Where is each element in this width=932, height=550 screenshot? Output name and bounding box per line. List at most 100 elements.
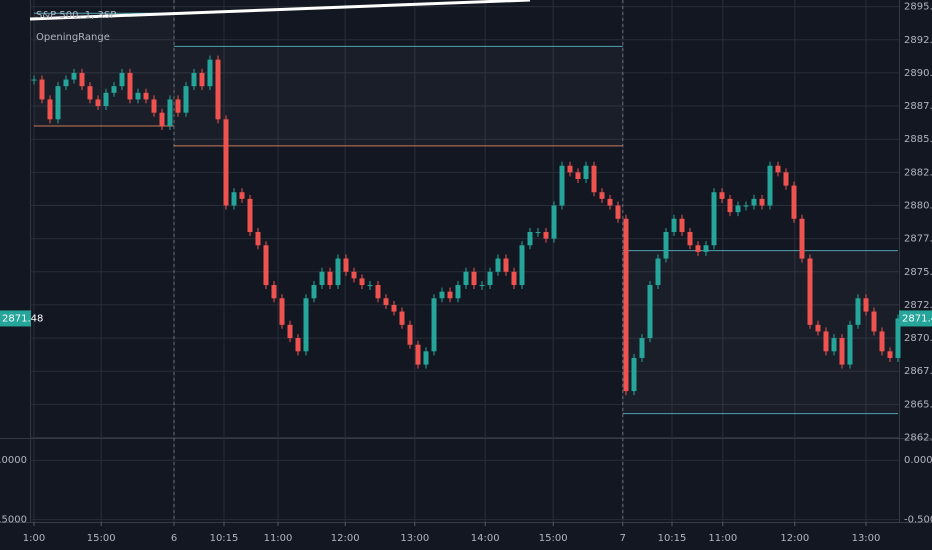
range-box [174, 46, 623, 145]
candle-body [215, 59, 221, 120]
candle-body [151, 99, 157, 113]
candle-body [783, 172, 789, 186]
candle-body [543, 232, 549, 239]
candle-body [839, 338, 845, 365]
candle-body [663, 232, 669, 259]
y-tick-label: 2877.50 [904, 234, 932, 245]
y-tick-label: 2890.00 [904, 68, 932, 79]
candle-body [399, 311, 405, 325]
y-tick-label: 2892.50 [904, 35, 932, 46]
y-tick-label: 2862.50 [904, 433, 932, 444]
x-tick-label: 14:00 [471, 533, 500, 544]
candle-body [175, 99, 181, 113]
candle-body [743, 205, 749, 207]
x-tick-label: 6 [171, 533, 177, 544]
candle-body [719, 192, 725, 199]
candle-body [503, 258, 509, 272]
candle-body [71, 72, 77, 80]
candle-body [551, 205, 557, 239]
symbol-label: S&P 500, 1, 3SP [36, 10, 116, 21]
candle-body [495, 258, 501, 272]
candle-body [247, 198, 253, 233]
x-tick-label: 13:00 [400, 533, 429, 544]
candle-body [519, 245, 525, 286]
candle-body [271, 285, 277, 299]
x-tick-label: 15:00 [539, 533, 568, 544]
candle-body [735, 205, 741, 213]
candle-body [639, 338, 645, 358]
x-tick-label: 1:00 [23, 533, 45, 544]
candle-body [87, 86, 93, 100]
candle-body [631, 357, 637, 392]
y-tick-label: 2880.00 [904, 200, 932, 211]
candle-body [375, 285, 381, 299]
candle-body [759, 198, 765, 206]
candle-body [647, 285, 653, 339]
drawing-line [29, 0, 531, 21]
candle-body [423, 351, 429, 365]
x-tick-label: 13:00 [852, 533, 881, 544]
candle-body [431, 298, 437, 352]
candle-body [231, 192, 237, 206]
x-tick-label: 15:00 [87, 533, 116, 544]
candle-body [303, 298, 309, 352]
candle-body [127, 72, 133, 100]
candle-body [391, 304, 397, 312]
candle-body [31, 79, 37, 81]
candle-body [135, 92, 141, 100]
candle-body [807, 258, 813, 325]
candle-body [167, 99, 173, 126]
candle-body [575, 172, 581, 179]
y-tick-label: 2875.00 [904, 267, 932, 278]
candle-body [295, 338, 301, 352]
candle-body [191, 72, 197, 87]
candle-body [559, 165, 565, 206]
y-tick-label: 2870.00 [904, 333, 932, 344]
candle-body [711, 192, 717, 246]
candle-body [95, 99, 101, 107]
candle-body [287, 324, 293, 339]
y2-tick-label: 0.0000 [904, 455, 932, 466]
y-tick-label: 2872.50 [904, 300, 932, 311]
candle-body [863, 298, 869, 312]
candle-body [143, 92, 149, 100]
candle-body [727, 198, 733, 213]
candle-body [343, 258, 349, 272]
candle-body [335, 258, 341, 286]
x-tick-label: 10:15 [210, 533, 239, 544]
plot [31, 0, 901, 522]
y-tick-label: 2895.00 [904, 2, 932, 13]
candle-body [599, 192, 605, 199]
candle-body [583, 165, 589, 179]
candle-body [855, 298, 861, 325]
y-tick-label: 2867.50 [904, 366, 932, 377]
price-tag [899, 310, 932, 327]
candle-body [511, 271, 517, 286]
candle-body [279, 298, 285, 325]
candle-body [39, 79, 45, 100]
candle-body [327, 271, 333, 286]
candle-body [567, 165, 573, 173]
candle-body [103, 92, 109, 107]
candle-body [359, 278, 365, 286]
candle-body [79, 72, 85, 87]
range-box [623, 251, 898, 414]
candle-body [159, 112, 165, 126]
candle-body [791, 185, 797, 219]
candle-body [463, 271, 469, 286]
candle-body [799, 218, 805, 259]
candle-body [535, 232, 541, 234]
candle-body [751, 198, 757, 206]
indicator-label: OpeningRange [36, 32, 110, 43]
y-tick-label: 2865.00 [904, 399, 932, 410]
candle-body [263, 245, 269, 286]
price-tag-label: 2871.48 [902, 313, 932, 324]
x-tick-label: 10:15 [658, 533, 687, 544]
candle-body [207, 59, 213, 87]
candle-body [623, 218, 629, 392]
y2-tick-label-left: -0.5000 [0, 515, 27, 526]
x-tick-label: 11:00 [264, 533, 293, 544]
x-tick-label: 12:00 [331, 533, 360, 544]
candle-body [319, 271, 325, 286]
